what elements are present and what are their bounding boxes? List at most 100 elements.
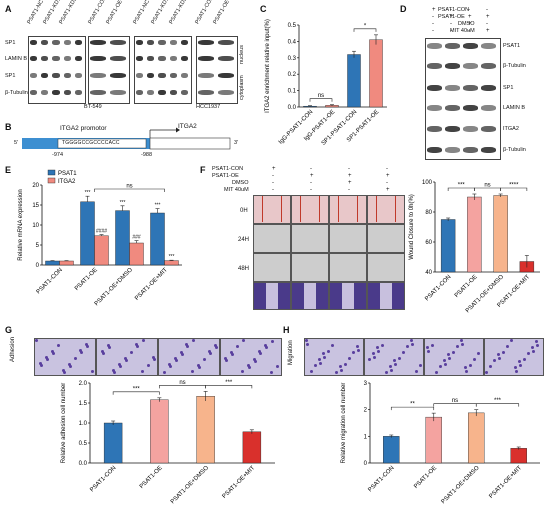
x-tick-label: PSAT1-OE+DMSO [170,465,210,505]
panel-e-chart: 0 5 10 15 20 Relative mRNA expression *** *** **… [18,169,182,307]
cell-dot [39,362,42,365]
cell-dot [448,357,451,360]
y-tick-label: 1.5 [79,401,88,407]
y-tick-label: 0.5 [79,441,88,447]
comparison-bracket [112,391,160,395]
condition-sign: - [386,166,388,172]
cell-dot [327,350,330,353]
blot-band [463,85,478,91]
cell-dot [531,346,534,349]
cell-dot [518,360,521,363]
condition-sign: + [348,173,352,179]
blot-band [63,40,71,45]
blot-band [90,56,106,61]
bar [242,431,262,464]
cell-dot [80,351,83,354]
blot-band [110,73,126,78]
blot-band [147,73,155,78]
legend-swatch [47,177,56,184]
blot-band [41,90,49,95]
blot-band [30,56,38,61]
wound-image [253,224,291,253]
micrograph-image [158,338,220,376]
cell-dot [431,344,434,347]
y-tick-label: 20 [32,183,39,189]
y-tick-label: 0 [364,461,368,467]
blot-band [74,56,82,61]
cell-dot [426,346,429,349]
cell-dot [209,352,212,355]
cell-dot [444,363,447,366]
cell-dot [389,365,392,368]
cell-dot [130,351,133,354]
blot-band [445,105,460,111]
blot-band [110,40,126,45]
cell-dot [180,351,183,354]
bar [467,196,482,273]
gene-region [149,137,231,150]
legend-swatch [47,169,56,176]
blot-band [30,40,38,45]
cell-dot [51,350,54,353]
cell-dot [192,339,195,342]
bar [440,219,456,273]
three-prime-label: 3' [234,140,239,146]
cell-dot [153,358,156,361]
y-tick-label: 40 [425,270,432,276]
condition-label: DMSO [232,180,249,186]
comparison-bracket [500,187,528,191]
cell-dot [101,350,104,353]
x-tick-label: PSAT1-OE+DMSO [94,267,134,307]
y-tick-label: 3 [364,381,368,387]
micrograph-image [484,338,544,376]
comparison-bracket [390,406,435,411]
condition-sign: - [486,21,488,27]
cell-dot [197,364,200,367]
blot-band [481,105,496,111]
row-label: LAMIN B [503,105,526,111]
bar [196,396,215,464]
condition-sign: - [450,7,452,13]
panel-g-chart: 0.0 0.5 1.0 1.5 2.0 Relative adhesion cell nu… [61,380,275,505]
micrograph-image [34,338,96,376]
promoter-svg [22,127,231,150]
cell-dot [452,351,455,354]
wound-image [367,253,405,282]
panel-label-c: C [260,4,267,14]
blot-band [481,126,496,132]
cell-dot [357,349,360,352]
wound-edge-marker [262,196,282,222]
x-tick-label: PSAT1-OE [413,465,438,490]
cell-dot [236,345,239,348]
blot-band [445,147,460,153]
panel-h-chart: 0 1 2 3 Relative migration cell number PSAT1-… [341,381,540,505]
cell-dot [231,353,234,356]
cell-dot [63,371,66,374]
y-tick-label: 15 [32,203,39,209]
significance-mark: ns [452,398,458,404]
condition-sign: + [310,173,314,179]
blot-band [427,147,442,153]
cell-dot [368,358,371,361]
stained-wound-image [367,282,405,310]
blot-band [169,40,177,45]
row-label: SP1 [503,85,514,91]
cell-dot [514,366,517,369]
bar [103,422,123,464]
legend-label: PSAT1 [58,171,77,177]
blot-band [463,63,478,69]
x-tick-label: PSAT1-CON [36,267,64,295]
wound-image [329,224,367,253]
wound-gap [380,283,392,309]
cell-dot [339,365,342,368]
row-label: β-Tubulin [503,147,526,153]
bar [129,242,144,266]
y-axis-label: ITGA2 enrichment relative input(%) [265,19,271,113]
cell-dot [203,358,206,361]
tss-arrow-icon [176,127,180,133]
blot-band [445,85,460,91]
y-tick-label: 0.0 [79,461,88,467]
cell-dot [258,350,261,353]
significance-mark: ns [318,93,324,99]
